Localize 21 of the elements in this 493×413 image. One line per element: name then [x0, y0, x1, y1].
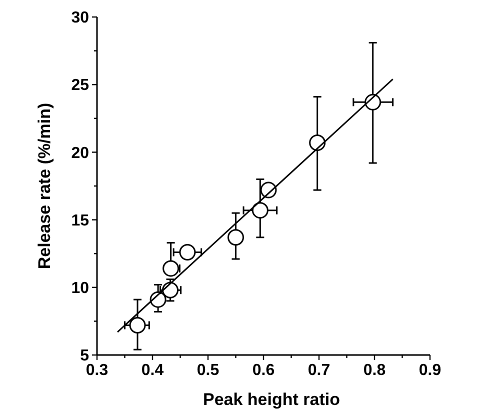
- x-axis-title: Peak height ratio: [203, 390, 340, 409]
- y-tick-label: 25: [71, 77, 90, 94]
- point: [252, 202, 268, 219]
- point: [162, 282, 179, 298]
- x-tick-label: 0.8: [363, 362, 386, 379]
- y-axis-title: Release rate (%/min): [35, 102, 54, 270]
- y-tick-label: 30: [71, 10, 90, 27]
- x-tick-label: 0.9: [418, 362, 442, 379]
- point: [129, 317, 146, 334]
- point: [162, 260, 180, 277]
- x-tick-label: 0.6: [252, 362, 275, 379]
- x-tick-label: 0.7: [308, 362, 330, 379]
- y-tick-label: 5: [80, 348, 90, 365]
- x-tick-label: 0.5: [196, 362, 220, 379]
- y-tick-label: 10: [71, 280, 90, 297]
- x-tick-label: 0.4: [141, 362, 164, 379]
- y-tick-label: 15: [71, 212, 90, 230]
- point: [228, 229, 244, 246]
- y-tick-label: 20: [71, 144, 90, 162]
- x-tick-label: 0.3: [86, 362, 108, 379]
- point: [179, 244, 196, 260]
